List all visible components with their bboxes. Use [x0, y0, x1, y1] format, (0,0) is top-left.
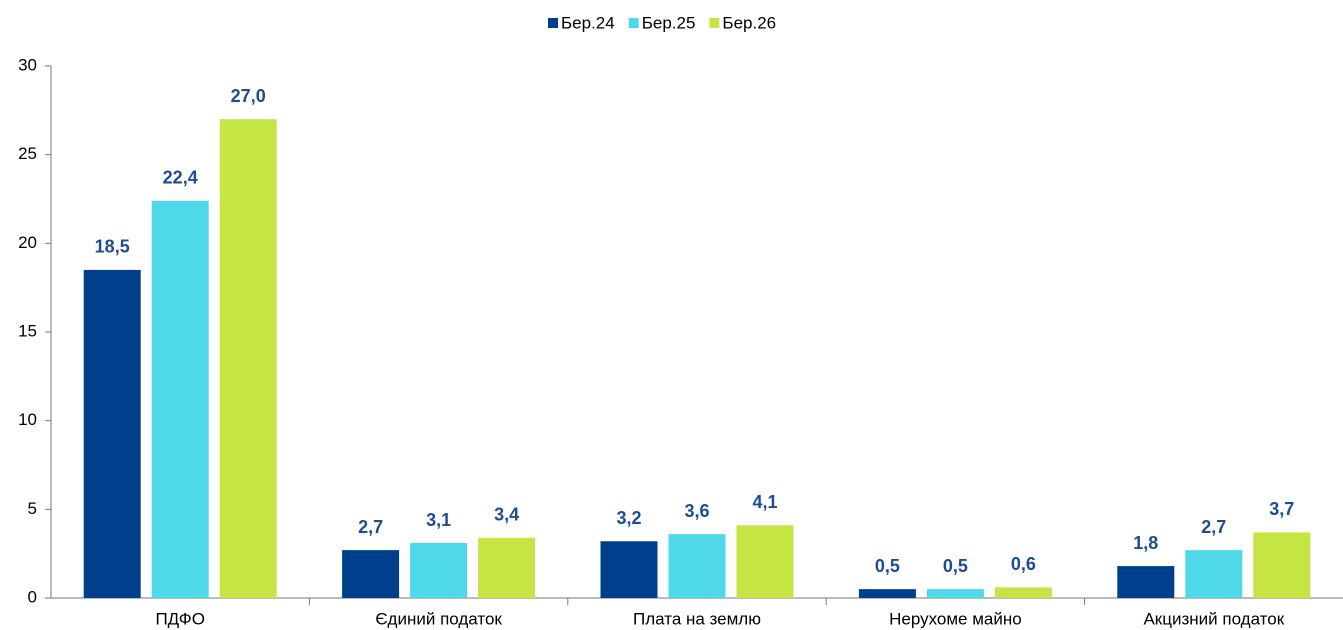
bar: [668, 534, 726, 598]
data-label: 2,7: [1201, 517, 1226, 537]
y-tick-label: 25: [18, 144, 37, 163]
data-label: 1,8: [1133, 533, 1158, 553]
data-label: 3,4: [494, 504, 519, 524]
data-label: 2,7: [358, 517, 383, 537]
data-label: 4,1: [752, 492, 777, 512]
y-tick-label: 0: [28, 587, 37, 606]
bar: [994, 587, 1052, 598]
data-label: 3,7: [1269, 499, 1294, 519]
y-tick-label: 10: [18, 410, 37, 429]
bar: [342, 550, 400, 598]
bar: [736, 525, 794, 598]
data-label: 3,2: [616, 508, 641, 528]
legend-label: Бер.24: [561, 13, 615, 32]
data-label: 27,0: [231, 86, 266, 106]
data-label: 3,1: [426, 510, 451, 530]
y-tick-label: 5: [28, 499, 37, 518]
bar: [151, 200, 209, 599]
data-label: 0,5: [875, 556, 900, 576]
bar: [83, 269, 141, 598]
x-tick-label: Нерухоме майно: [889, 609, 1022, 628]
bar: [1185, 550, 1243, 598]
bar: [219, 119, 277, 598]
bar: [1253, 532, 1311, 598]
bar: [926, 589, 984, 598]
x-tick-label: ПДФО: [155, 609, 205, 628]
x-tick-label: Єдиний податок: [375, 609, 502, 628]
y-tick-label: 15: [18, 321, 37, 340]
legend-swatch: [628, 18, 639, 28]
bar: [600, 541, 658, 598]
bar: [1117, 566, 1175, 598]
bar: [858, 589, 916, 598]
legend-swatch: [548, 18, 558, 28]
data-label: 3,6: [684, 501, 709, 521]
legend-label: Бер.26: [722, 13, 776, 32]
x-tick-label: Плата на землю: [633, 609, 761, 628]
bar: [478, 537, 536, 598]
data-label: 0,5: [943, 556, 968, 576]
data-label: 22,4: [163, 168, 198, 188]
y-tick-label: 20: [18, 233, 37, 252]
legend: Бер.24 Бер.25 Бер.26: [548, 13, 776, 32]
y-tick-label: 30: [18, 55, 37, 74]
legend-label: Бер.25: [642, 13, 696, 32]
legend-swatch: [709, 18, 720, 28]
data-label: 0,6: [1011, 554, 1036, 574]
x-tick-label: Акцизний податок: [1143, 609, 1284, 628]
data-label: 18,5: [95, 237, 130, 257]
bar: [410, 543, 468, 598]
